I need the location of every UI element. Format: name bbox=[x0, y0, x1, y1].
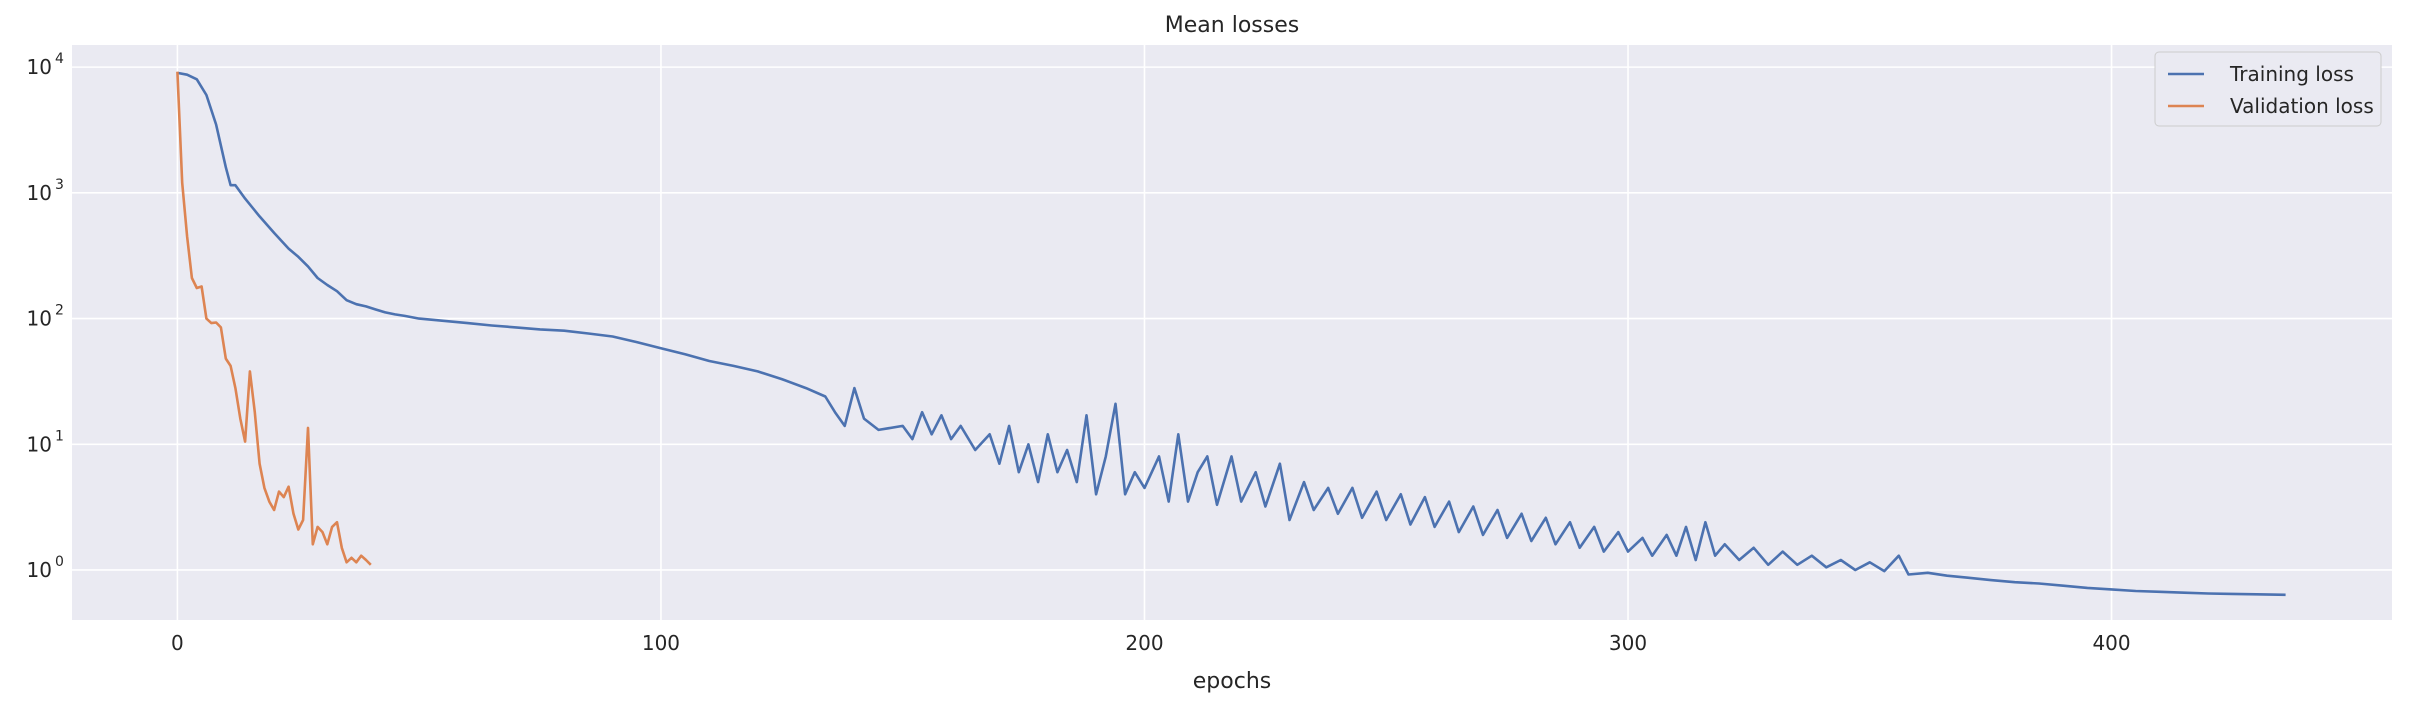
y-tick-exponent: 4 bbox=[55, 51, 64, 67]
x-tick-label: 100 bbox=[642, 631, 680, 655]
plot-area bbox=[72, 45, 2392, 620]
y-tick-label: 10 bbox=[27, 432, 52, 456]
y-gridlines bbox=[72, 66, 2392, 571]
x-tick-label: 0 bbox=[171, 631, 184, 655]
x-tick-label: 200 bbox=[1125, 631, 1163, 655]
legend-box bbox=[2154, 51, 2382, 127]
y-tick-label: 10 bbox=[27, 55, 52, 79]
y-tick-label: 10 bbox=[27, 181, 52, 205]
x-gridlines bbox=[176, 45, 2113, 620]
legend-label: Validation loss bbox=[2230, 94, 2374, 118]
y-tick-exponent: 3 bbox=[55, 177, 64, 193]
x-axis-label: epochs bbox=[1193, 669, 1271, 694]
y-tick-label: 10 bbox=[27, 307, 52, 331]
y-tick-exponent: 1 bbox=[55, 428, 64, 444]
series-line-training bbox=[177, 71, 2286, 597]
x-tick-label: 300 bbox=[1609, 631, 1647, 655]
x-tick-label: 400 bbox=[2092, 631, 2130, 655]
y-tick-exponent: 2 bbox=[55, 303, 64, 319]
chart-title: Mean losses bbox=[1165, 13, 1299, 38]
series-lines bbox=[176, 71, 2286, 597]
series-line-validation bbox=[176, 71, 372, 566]
y-tick-label: 10 bbox=[27, 558, 52, 582]
x-tick-labels: 0 100 200 300 400 bbox=[171, 631, 2131, 655]
legend-label: Training loss bbox=[2229, 62, 2354, 86]
y-tick-exponent: 0 bbox=[55, 554, 64, 570]
legend: Training loss Validation loss bbox=[2154, 51, 2382, 127]
